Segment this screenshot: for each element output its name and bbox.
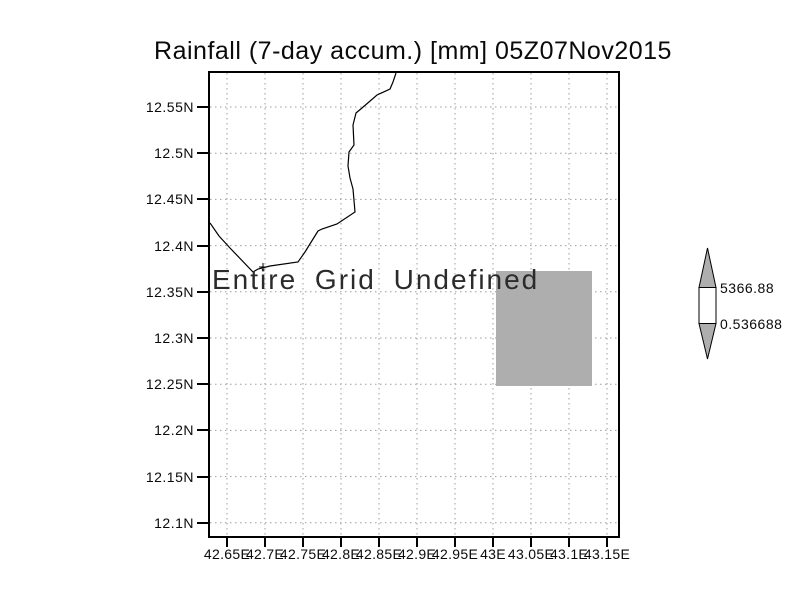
lat-tick-mark — [197, 476, 208, 478]
lat-tick-mark — [197, 429, 208, 431]
lat-tick-label: 12.1N — [130, 515, 194, 531]
colorbar-upper-arrow — [699, 248, 716, 288]
lat-tick-label: 12.3N — [130, 330, 194, 346]
lat-tick-mark — [197, 152, 208, 154]
lat-tick-label: 12.4N — [130, 238, 194, 254]
rainfall-plot-figure: Rainfall (7-day accum.) [mm] 05Z07Nov201… — [0, 0, 792, 612]
coastline — [210, 73, 396, 272]
colorbar-value-box — [699, 288, 716, 324]
undefined-grid-annotation: Entire Grid Undefined — [212, 265, 539, 295]
lat-tick-label: 12.2N — [130, 422, 194, 438]
lat-tick-label: 12.55N — [130, 99, 194, 115]
lat-tick-mark — [197, 522, 208, 524]
lon-tick-label: 43.15E — [576, 547, 638, 562]
lat-tick-label: 12.25N — [130, 376, 194, 392]
lat-tick-mark — [197, 337, 208, 339]
colorbar: 5366.88 0.536688 — [694, 245, 792, 367]
lat-tick-mark — [197, 245, 208, 247]
plot-title: Rainfall (7-day accum.) [mm] 05Z07Nov201… — [113, 37, 713, 66]
lat-tick-mark — [197, 106, 208, 108]
colorbar-lower-arrow — [699, 324, 716, 360]
colorbar-shape — [694, 245, 724, 367]
map-plot-area: Entire Grid Undefined — [208, 71, 620, 538]
lat-tick-mark — [197, 291, 208, 293]
colorbar-min-label: 0.536688 — [720, 316, 782, 332]
lat-tick-mark — [197, 383, 208, 385]
map-canvas — [210, 73, 618, 536]
lat-tick-label: 12.35N — [130, 284, 194, 300]
lat-tick-label: 12.5N — [130, 145, 194, 161]
lat-tick-label: 12.15N — [130, 469, 194, 485]
lat-tick-label: 12.45N — [130, 191, 194, 207]
lat-tick-mark — [197, 198, 208, 200]
colorbar-max-label: 5366.88 — [720, 280, 774, 296]
